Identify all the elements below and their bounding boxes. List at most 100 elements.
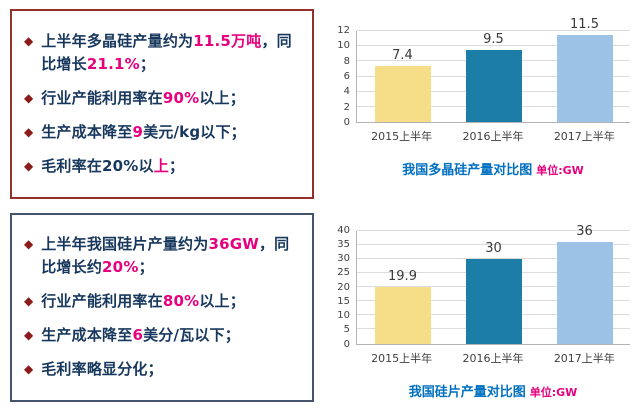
plain-text: ，同比增长 bbox=[41, 31, 292, 73]
bar-value-label: 36 bbox=[576, 223, 593, 239]
y-tick-label: 0 bbox=[343, 338, 350, 350]
plot-area: 19.9 30 36 bbox=[356, 224, 630, 345]
plain-text: 行业产能利用率在 bbox=[41, 292, 163, 311]
y-tick-label: 15 bbox=[337, 295, 350, 307]
plain-text: 毛利率在20%以 bbox=[41, 156, 154, 175]
plain-text: 美元/kg以下； bbox=[143, 122, 246, 141]
gridline bbox=[357, 229, 630, 231]
bar-2015上半年 bbox=[374, 65, 431, 122]
bar-value-label: 9.5 bbox=[483, 31, 504, 47]
bullet-item: ◆ 行业产能利用率在80%以上； bbox=[24, 290, 302, 313]
diamond-bullet-icon: ◆ bbox=[24, 362, 34, 377]
x-category-label: 2015上半年 bbox=[371, 351, 433, 365]
y-tick-label: 20 bbox=[337, 281, 350, 293]
bar-column: 7.4 bbox=[374, 31, 431, 122]
x-axis-labels: 2015上半年 2016上半年 2017上半年 bbox=[356, 128, 630, 144]
plain-text: 生产成本降至 bbox=[41, 122, 133, 141]
x-category-label: 2016上半年 bbox=[462, 130, 524, 143]
bar-cell: 7.4 bbox=[357, 31, 448, 122]
diamond-bullet-icon: ◆ bbox=[24, 90, 34, 105]
x-category-label: 2017上半年 bbox=[553, 351, 615, 365]
y-tick-label: 0 bbox=[343, 117, 350, 128]
bullet-text: 上半年我国硅片产量约为36GW，同比增长约20%； bbox=[41, 233, 302, 279]
polysilicon-bar-chart: 0 2 4 6 8 10 12 7.4 9.5 11.5 2015上半年 2016上半年 2017上半年… bbox=[330, 9, 630, 199]
wafer-bullet-box: ◆ 上半年我国硅片产量约为36GW，同比增长约20%； ◆ 行业产能利用率在80%以上… bbox=[10, 212, 314, 402]
bars-group: 7.4 9.5 11.5 bbox=[357, 17, 630, 122]
bars-group: 19.9 30 36 bbox=[357, 224, 630, 344]
bullet-text: 生产成本降至9美元/kg以下； bbox=[41, 121, 246, 144]
highlighted-text: 上 bbox=[153, 156, 169, 175]
bullet-text: 毛利率在20%以上； bbox=[41, 155, 184, 178]
plain-text: 美分/瓦以下； bbox=[143, 326, 240, 345]
plain-text: ，同比增长约 bbox=[41, 235, 290, 277]
diamond-bullet-icon: ◆ bbox=[24, 328, 34, 343]
y-tick-label: 8 bbox=[343, 55, 350, 67]
chart-plot-row: 0 5 10 15 20 25 30 35 40 19.9 30 36 bbox=[330, 224, 630, 349]
plain-text: ； bbox=[138, 258, 154, 277]
highlighted-text: 9 bbox=[132, 122, 144, 141]
bullet-item: ◆ 毛利率略显分化； bbox=[24, 358, 302, 381]
bullet-text: 生产成本降至6美分/瓦以下； bbox=[41, 324, 240, 347]
highlighted-text: 90% bbox=[162, 88, 200, 107]
gridline bbox=[357, 45, 630, 47]
plain-text: 以上； bbox=[199, 292, 245, 311]
highlighted-text: 80% bbox=[162, 292, 200, 311]
diamond-bullet-icon: ◆ bbox=[24, 124, 34, 139]
bar-2017上半年 bbox=[556, 241, 613, 344]
polysilicon-section: ◆ 上半年多晶硅产量约为11.5万吨，同比增长21.1%； ◆ 行业产能利用率在90%… bbox=[10, 9, 630, 199]
y-axis: 0 2 4 6 8 10 12 bbox=[330, 26, 356, 128]
chart-caption: 我国多晶硅产量对比图 单位:GW bbox=[356, 159, 630, 178]
plain-text: 上半年我国硅片产量约为 bbox=[41, 235, 209, 254]
y-tick-label: 10 bbox=[337, 40, 350, 52]
y-tick-label: 40 bbox=[337, 224, 350, 236]
bullet-item: ◆ 行业产能利用率在90%以上； bbox=[24, 87, 302, 110]
y-tick-label: 6 bbox=[343, 71, 350, 82]
y-axis: 0 5 10 15 20 25 30 35 40 bbox=[330, 225, 356, 349]
bar-cell: 36 bbox=[539, 224, 630, 344]
diamond-bullet-icon: ◆ bbox=[24, 158, 34, 173]
gridline bbox=[357, 30, 630, 31]
highlighted-text: 6 bbox=[132, 326, 144, 345]
bar-cell: 19.9 bbox=[357, 231, 448, 344]
chart-unit-label: 单位:GW bbox=[536, 164, 584, 177]
bar-2015上半年 bbox=[374, 287, 431, 344]
bar-2016上半年 bbox=[465, 258, 522, 344]
bar-2016上半年 bbox=[465, 49, 522, 122]
y-tick-label: 35 bbox=[337, 238, 350, 250]
x-axis-labels: 2015上半年 2016上半年 2017上半年 bbox=[356, 350, 630, 366]
bullet-text: 上半年多晶硅产量约为11.5万吨，同比增长21.1%； bbox=[41, 30, 302, 76]
chart-title: 我国硅片产量对比图 bbox=[408, 384, 526, 400]
bullet-item: ◆ 毛利率在20%以上； bbox=[24, 155, 302, 178]
bar-value-label: 7.4 bbox=[392, 47, 413, 63]
bar-cell: 11.5 bbox=[539, 17, 630, 122]
bar-value-label: 30 bbox=[485, 240, 502, 256]
wafer-section: ◆ 上半年我国硅片产量约为36GW，同比增长约20%； ◆ 行业产能利用率在80%以上… bbox=[10, 212, 630, 402]
x-category-label: 2017上半年 bbox=[553, 130, 615, 143]
plain-text: 毛利率略显分化； bbox=[41, 360, 163, 379]
plain-text: 上半年多晶硅产量约为 bbox=[41, 31, 194, 50]
bullet-item: ◆ 生产成本降至6美分/瓦以下； bbox=[24, 324, 302, 347]
chart-caption: 我国硅片产量对比图 单位:GW bbox=[356, 381, 630, 400]
y-tick-label: 25 bbox=[337, 267, 350, 279]
x-category-label: 2016上半年 bbox=[462, 351, 524, 365]
bar-2017上半年 bbox=[556, 34, 613, 122]
bullet-text: 行业产能利用率在90%以上； bbox=[41, 87, 245, 110]
y-tick-label: 30 bbox=[337, 253, 350, 264]
bar-cell: 9.5 bbox=[448, 31, 539, 122]
y-tick-label: 12 bbox=[337, 25, 350, 36]
highlighted-text: 36GW bbox=[208, 235, 259, 254]
chart-title: 我国多晶硅产量对比图 bbox=[402, 163, 533, 178]
y-tick-label: 2 bbox=[343, 101, 350, 113]
plain-text: ； bbox=[139, 54, 156, 73]
plain-text: 行业产能利用率在 bbox=[41, 88, 163, 107]
plot-area: 7.4 9.5 11.5 bbox=[356, 17, 630, 123]
bullet-item: ◆ 生产成本降至9美元/kg以下； bbox=[24, 121, 302, 144]
highlighted-text: 21.1% bbox=[86, 54, 140, 73]
highlighted-text: 20% bbox=[102, 258, 139, 277]
plain-text: 生产成本降至 bbox=[41, 326, 133, 345]
chart-plot-row: 0 2 4 6 8 10 12 7.4 9.5 11.5 bbox=[330, 17, 630, 128]
bullet-item: ◆ 上半年我国硅片产量约为36GW，同比增长约20%； bbox=[24, 233, 302, 279]
bar-column: 30 bbox=[465, 231, 522, 344]
gridline bbox=[357, 243, 630, 245]
